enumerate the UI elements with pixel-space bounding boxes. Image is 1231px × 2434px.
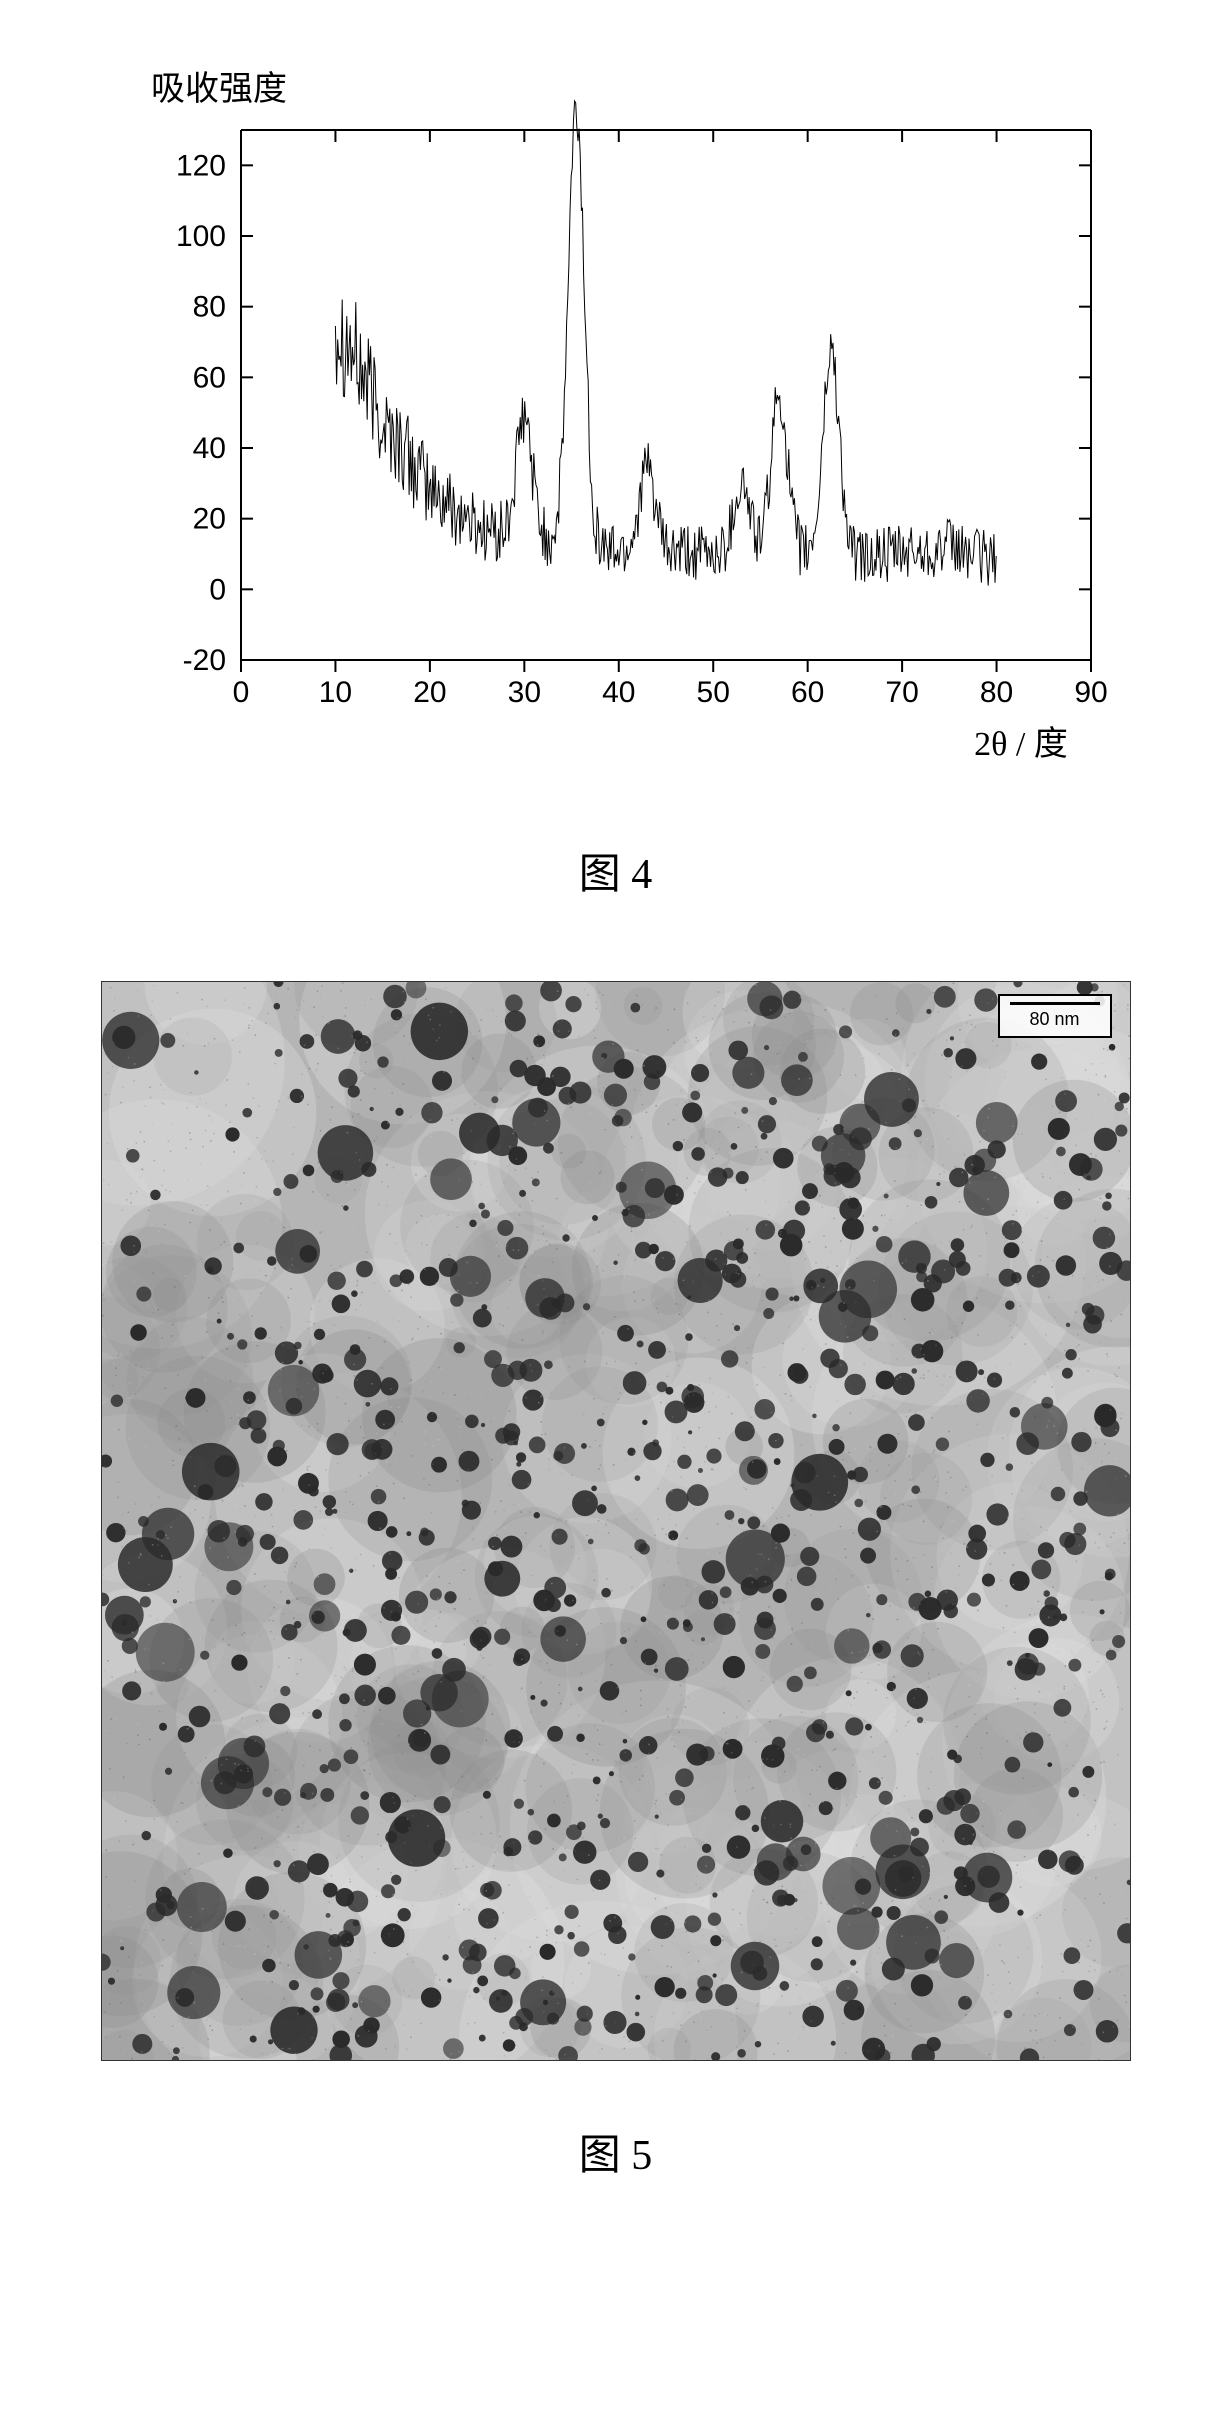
svg-text:30: 30	[507, 676, 540, 709]
figure5-caption: 图 5	[40, 2121, 1191, 2182]
svg-text:0: 0	[209, 573, 226, 606]
svg-text:10: 10	[318, 676, 351, 709]
svg-text:60: 60	[790, 676, 823, 709]
svg-text:20: 20	[413, 676, 446, 709]
svg-text:100: 100	[175, 220, 225, 253]
svg-text:60: 60	[192, 361, 225, 394]
svg-text:40: 40	[192, 432, 225, 465]
svg-text:90: 90	[1074, 676, 1107, 709]
svg-text:-20: -20	[182, 644, 225, 677]
scale-bar-label: 80 nm	[1010, 1009, 1100, 1030]
xrd-chart-svg: 0102030405060708090-200204060801001202θ …	[91, 60, 1141, 780]
svg-text:吸收强度: 吸收强度	[151, 70, 287, 108]
svg-text:80: 80	[979, 676, 1012, 709]
figure4-caption: 图 4	[40, 840, 1191, 901]
svg-text:2θ / 度: 2θ / 度	[974, 725, 1068, 763]
svg-text:70: 70	[885, 676, 918, 709]
tem-image-svg	[102, 982, 1130, 2060]
svg-text:0: 0	[232, 676, 249, 709]
svg-text:20: 20	[192, 503, 225, 536]
svg-text:50: 50	[696, 676, 729, 709]
xrd-chart-container: 0102030405060708090-200204060801001202θ …	[91, 60, 1141, 780]
tem-image-container: 80 nm	[101, 981, 1131, 2061]
scale-bar-line	[1010, 1002, 1100, 1005]
svg-text:40: 40	[602, 676, 635, 709]
scale-bar: 80 nm	[998, 994, 1112, 1038]
svg-text:80: 80	[192, 291, 225, 324]
svg-text:120: 120	[175, 149, 225, 182]
